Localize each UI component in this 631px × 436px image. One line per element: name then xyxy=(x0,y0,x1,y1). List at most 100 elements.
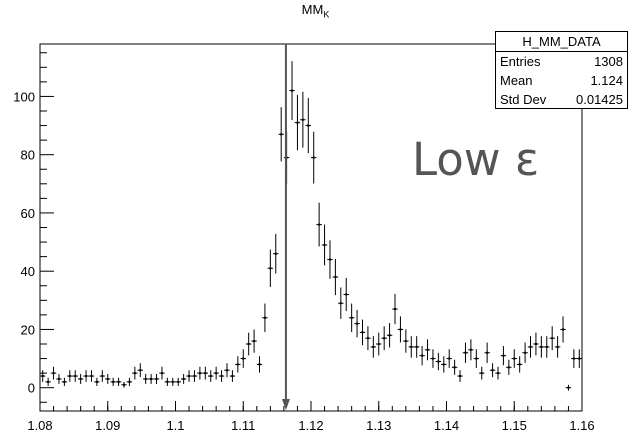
data-point xyxy=(327,240,333,279)
point-marker xyxy=(459,375,462,378)
data-point xyxy=(576,349,582,368)
data-point xyxy=(77,374,84,384)
data-point xyxy=(229,370,236,382)
data-point xyxy=(72,370,78,382)
data-point xyxy=(489,363,496,378)
y-tick-label: 60 xyxy=(21,206,35,221)
data-point xyxy=(132,366,138,380)
data-point xyxy=(191,370,198,382)
data-point xyxy=(408,336,414,358)
point-marker xyxy=(366,337,369,340)
x-tick-label: 1.14 xyxy=(434,418,459,433)
point-marker xyxy=(350,316,353,319)
point-marker xyxy=(242,357,245,360)
data-point xyxy=(305,97,311,154)
y-axis: 0 20 40 60 80 100 xyxy=(13,52,54,403)
stats-row-entries: Entries 1308 xyxy=(496,52,627,71)
data-point xyxy=(554,336,561,358)
point-marker xyxy=(399,328,402,331)
data-point xyxy=(180,374,187,384)
point-marker xyxy=(431,357,434,360)
data-point xyxy=(186,370,192,382)
point-marker xyxy=(529,345,532,348)
data-point xyxy=(565,384,572,391)
data-point xyxy=(61,377,68,386)
point-marker xyxy=(123,383,126,386)
point-marker xyxy=(572,357,575,360)
point-marker xyxy=(556,345,559,348)
y-tick-label: 20 xyxy=(21,322,35,337)
point-marker xyxy=(41,375,44,378)
point-marker xyxy=(404,340,407,343)
x-tick-label: 1.15 xyxy=(502,418,527,433)
data-point xyxy=(235,356,241,373)
point-marker xyxy=(182,377,185,380)
data-point xyxy=(142,374,149,384)
point-marker xyxy=(85,375,88,378)
point-marker xyxy=(318,223,321,226)
point-marker xyxy=(426,348,429,351)
point-marker xyxy=(215,372,218,375)
point-marker xyxy=(301,118,304,121)
data-point xyxy=(376,332,382,356)
stats-row-stddev: Std Dev 0.01425 xyxy=(496,90,627,109)
point-marker xyxy=(57,377,60,380)
point-marker xyxy=(258,363,261,366)
point-marker xyxy=(307,124,310,127)
data-point xyxy=(451,359,458,375)
data-point xyxy=(245,332,252,356)
point-marker xyxy=(453,366,456,369)
data-point xyxy=(354,309,360,338)
point-marker xyxy=(578,357,581,360)
data-point xyxy=(40,370,46,382)
data-point xyxy=(218,370,225,382)
point-marker xyxy=(166,380,169,383)
point-marker xyxy=(486,351,489,354)
data-point xyxy=(202,366,209,380)
data-point xyxy=(403,329,409,353)
point-marker xyxy=(480,372,483,375)
x-tick-label: 1.16 xyxy=(569,418,594,433)
data-point xyxy=(50,366,57,380)
stats-value: 1.124 xyxy=(590,73,623,88)
x-axis: 1.08 1.09 1.1 1.11 1.12 1.13 1.14 1.15 1.16 xyxy=(27,401,595,433)
data-point xyxy=(435,352,442,371)
stats-row-mean: Mean 1.124 xyxy=(496,71,627,90)
point-marker xyxy=(323,243,326,246)
data-point xyxy=(419,346,425,366)
point-marker xyxy=(47,380,50,383)
point-marker xyxy=(79,377,82,380)
data-point xyxy=(321,224,328,266)
data-point xyxy=(468,339,474,361)
point-marker xyxy=(269,267,272,270)
point-marker xyxy=(291,89,294,92)
point-marker xyxy=(204,372,207,375)
data-point xyxy=(359,319,366,346)
data-point xyxy=(289,61,295,121)
data-point xyxy=(294,94,301,151)
point-marker xyxy=(540,345,543,348)
stats-box-title: H_MM_DATA xyxy=(496,32,627,52)
data-point xyxy=(506,359,512,375)
data-point xyxy=(544,336,550,358)
data-point xyxy=(348,303,355,333)
point-marker xyxy=(415,345,418,348)
stats-value: 0.01425 xyxy=(576,92,623,107)
point-marker xyxy=(534,343,537,346)
point-marker xyxy=(198,372,201,375)
stats-box: H_MM_DATA Entries 1308 Mean 1.124 Std De… xyxy=(495,31,628,109)
point-marker xyxy=(524,351,527,354)
point-marker xyxy=(448,357,451,360)
point-marker xyxy=(117,380,120,383)
point-marker xyxy=(263,316,266,319)
point-marker xyxy=(361,331,364,334)
data-point xyxy=(273,233,279,274)
data-point xyxy=(495,366,501,380)
point-marker xyxy=(74,375,77,378)
data-point xyxy=(441,356,447,373)
data-point xyxy=(397,316,404,343)
point-marker xyxy=(220,375,223,378)
data-point xyxy=(343,277,349,312)
point-marker xyxy=(334,276,337,279)
